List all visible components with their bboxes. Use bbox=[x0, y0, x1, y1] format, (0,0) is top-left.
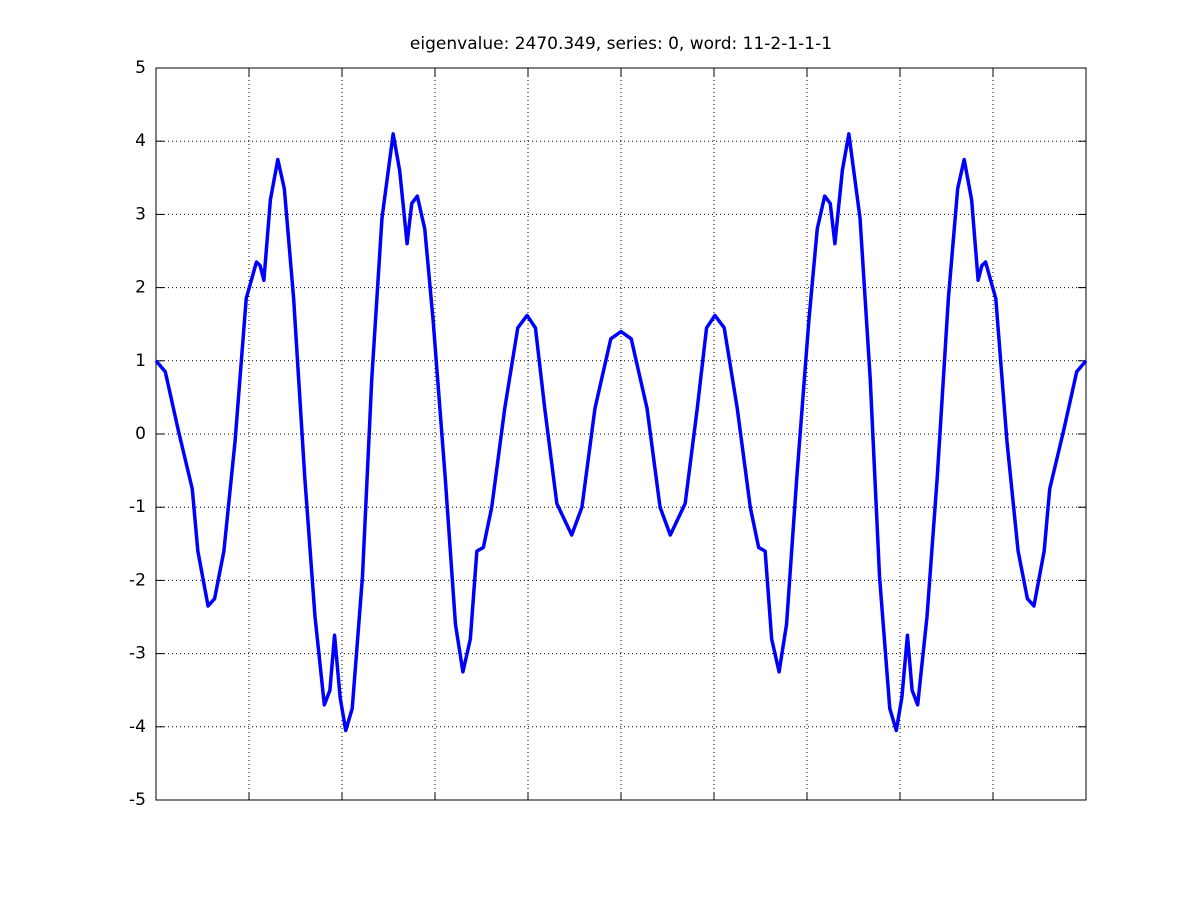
y-tick-label: -5 bbox=[129, 790, 146, 810]
chart-title: eigenvalue: 2470.349, series: 0, word: 1… bbox=[410, 34, 832, 54]
plot-frame bbox=[155, 67, 1087, 801]
y-tick-label: 5 bbox=[135, 58, 146, 78]
y-tick-label: 3 bbox=[135, 204, 146, 224]
y-tick-label: 4 bbox=[135, 131, 146, 151]
data-line bbox=[154, 132, 1088, 733]
y-tick-label: -4 bbox=[129, 717, 146, 737]
y-tick-label: -2 bbox=[129, 570, 146, 590]
y-tick-label: -3 bbox=[129, 644, 146, 664]
y-tick-label: -1 bbox=[129, 497, 146, 517]
y-tick-label: 1 bbox=[135, 351, 146, 371]
y-tick-label: 2 bbox=[135, 278, 146, 298]
y-tick-label: 0 bbox=[135, 424, 146, 444]
